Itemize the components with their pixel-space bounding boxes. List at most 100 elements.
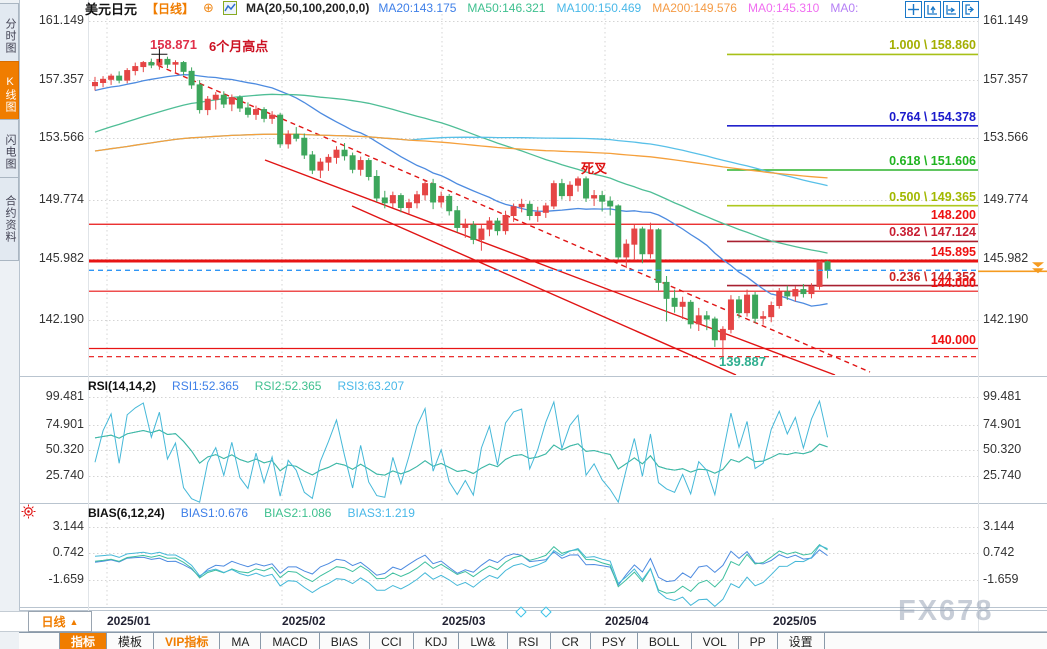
bias-axis-label: 3.144 bbox=[983, 519, 1015, 533]
sidebar-tab-3[interactable]: 闪电图 bbox=[0, 119, 19, 185]
rsi-panel-title: RSI(14,14,2) RSI1:52.365 RSI2:52.365 RSI3:… bbox=[88, 379, 404, 393]
tab-MACD[interactable]: MACD bbox=[261, 633, 320, 649]
tab-BOLL[interactable]: BOLL bbox=[638, 633, 692, 649]
tab-CR[interactable]: CR bbox=[551, 633, 591, 649]
bias-axis-label: 0.742 bbox=[983, 545, 1015, 559]
tab-设置[interactable]: 设置 bbox=[778, 633, 825, 649]
bias-title: BIAS(6,12,24) bbox=[88, 506, 165, 520]
death-cross-label: 死叉 bbox=[581, 161, 608, 176]
tab-MA[interactable]: MA bbox=[220, 633, 262, 649]
price-axis-label: 142.190 bbox=[983, 312, 1029, 326]
ma-settings-label[interactable]: MA(20,50,100,200,0,0) bbox=[245, 1, 370, 15]
price-marker-icon bbox=[1032, 262, 1044, 268]
price-axis-label: 157.357 bbox=[38, 72, 84, 86]
bias-readout: BIAS1:0.676 bbox=[180, 506, 249, 520]
rsi-axis-label: 50.320 bbox=[983, 442, 1022, 456]
sr-label: 144.000 bbox=[930, 276, 976, 290]
interval-label: 日线 bbox=[41, 615, 66, 629]
month-label: 2025/04 bbox=[605, 614, 649, 628]
ma50-line bbox=[94, 93, 828, 254]
price-axis-label: 161.149 bbox=[38, 13, 84, 27]
interval-selector[interactable]: 日线 ▲ bbox=[28, 611, 92, 632]
price-axis-label: 145.982 bbox=[983, 251, 1029, 265]
rsi-readout: RSI3:63.207 bbox=[337, 379, 405, 393]
sidebar-tab-4[interactable]: 合约资料 bbox=[0, 177, 19, 261]
line-chart-icon[interactable] bbox=[222, 1, 237, 15]
rsi-axis-label: 25.740 bbox=[45, 468, 84, 482]
month-label: 2025/03 bbox=[442, 614, 486, 628]
bias3-line bbox=[94, 544, 828, 607]
bias-readout: BIAS2:1.086 bbox=[264, 506, 332, 520]
fib-label: 0.500 \ 149.365 bbox=[889, 190, 976, 204]
month-label: 2025/05 bbox=[773, 614, 817, 628]
ma-readout: MA0: bbox=[830, 1, 859, 15]
tab-VOL[interactable]: VOL bbox=[692, 633, 739, 649]
tab-BIAS[interactable]: BIAS bbox=[320, 633, 371, 649]
price-axis-label: 153.566 bbox=[983, 130, 1029, 144]
chart-header: 美元日元 【日线】 ⊕ MA(20,50,100,200,0,0) MA20:1… bbox=[85, 0, 859, 17]
pan-crosshair-icon[interactable] bbox=[905, 1, 922, 18]
trendline bbox=[149, 61, 871, 373]
price-axis-label: 157.357 bbox=[983, 72, 1029, 86]
corner-box bbox=[0, 611, 29, 632]
bias-readout: BIAS3:1.219 bbox=[347, 506, 415, 520]
add-overlay-icon[interactable]: ⊕ bbox=[203, 0, 214, 15]
tab-指标[interactable]: 指标 bbox=[60, 633, 108, 649]
tab-KDJ[interactable]: KDJ bbox=[414, 633, 460, 649]
candles-group bbox=[92, 54, 831, 357]
month-label: 2025/02 bbox=[282, 614, 326, 628]
x-axis-scale-icon[interactable] bbox=[943, 1, 960, 18]
tab-VIP指标[interactable]: VIP指标 bbox=[154, 633, 221, 649]
tab-spacer bbox=[19, 633, 60, 649]
tab-RSI[interactable]: RSI bbox=[508, 633, 551, 649]
peak-note-label: 6个月高点 bbox=[209, 39, 269, 54]
ma200-line bbox=[94, 133, 828, 179]
ma-readout: MA20:143.175 bbox=[378, 1, 457, 15]
sidebar-tab-1[interactable]: 分时图 bbox=[0, 3, 19, 69]
price-axis-label: 161.149 bbox=[983, 13, 1029, 27]
ma-readout: MA100:150.469 bbox=[556, 1, 642, 15]
window-icons bbox=[905, 1, 979, 18]
price-axis-label: 153.566 bbox=[38, 130, 84, 144]
sr-label: 140.000 bbox=[930, 333, 976, 347]
month-label: 2025/01 bbox=[107, 614, 151, 628]
y-axis-scale-icon[interactable] bbox=[924, 1, 941, 18]
sr-label: 148.200 bbox=[930, 208, 976, 222]
rsi3-line bbox=[94, 399, 829, 503]
interval-arrow-icon: ▲ bbox=[69, 616, 79, 627]
trendline bbox=[351, 205, 737, 375]
bias-axis-label: 3.144 bbox=[52, 519, 84, 533]
ma-readout: MA200:149.576 bbox=[652, 1, 737, 15]
rsi-title: RSI(14,14,2) bbox=[88, 379, 157, 393]
rsi-axis-label: 99.481 bbox=[45, 389, 84, 403]
fib-label: 0.618 \ 151.606 bbox=[889, 154, 976, 168]
price-axis-label: 142.190 bbox=[38, 312, 84, 326]
symbol-title: 美元日元 bbox=[85, 1, 138, 17]
tab-LW&[interactable]: LW& bbox=[459, 633, 508, 649]
chart-type-sidebar: 分时图 K线图 闪电图 合约资料 bbox=[0, 0, 20, 649]
tab-CCI[interactable]: CCI bbox=[370, 633, 414, 649]
sidebar-tab-2[interactable]: K线图 bbox=[0, 61, 19, 127]
rsi-axis-label: 50.320 bbox=[45, 442, 84, 456]
rsi-readout: RSI1:52.365 bbox=[172, 379, 239, 393]
tab-模板[interactable]: 模板 bbox=[107, 633, 155, 649]
ma-readout: MA0:145.310 bbox=[747, 1, 820, 15]
sr-label: 145.895 bbox=[930, 245, 976, 259]
exit-fullscreen-icon[interactable] bbox=[962, 1, 979, 18]
rsi-readouts: RSI1:52.365 RSI2:52.365 RSI3:63.207 bbox=[172, 379, 404, 393]
period-badge[interactable]: 【日线】 bbox=[146, 1, 195, 16]
tab-PSY[interactable]: PSY bbox=[591, 633, 638, 649]
alert-icon[interactable] bbox=[21, 504, 36, 524]
fib-label: 1.000 \ 158.860 bbox=[889, 38, 976, 52]
tab-PP[interactable]: PP bbox=[739, 633, 778, 649]
bias-readouts: BIAS1:0.676 BIAS2:1.086 BIAS3:1.219 bbox=[181, 506, 415, 520]
ma100-line bbox=[94, 133, 828, 187]
watermark: FX678 bbox=[898, 595, 994, 627]
bias-axis-label: -1.659 bbox=[983, 572, 1019, 586]
rsi-axis-label: 74.901 bbox=[45, 417, 84, 431]
bias1-line bbox=[94, 549, 828, 587]
price-marker-icon bbox=[1032, 268, 1044, 274]
low-price-label: 139.887 bbox=[719, 354, 766, 369]
